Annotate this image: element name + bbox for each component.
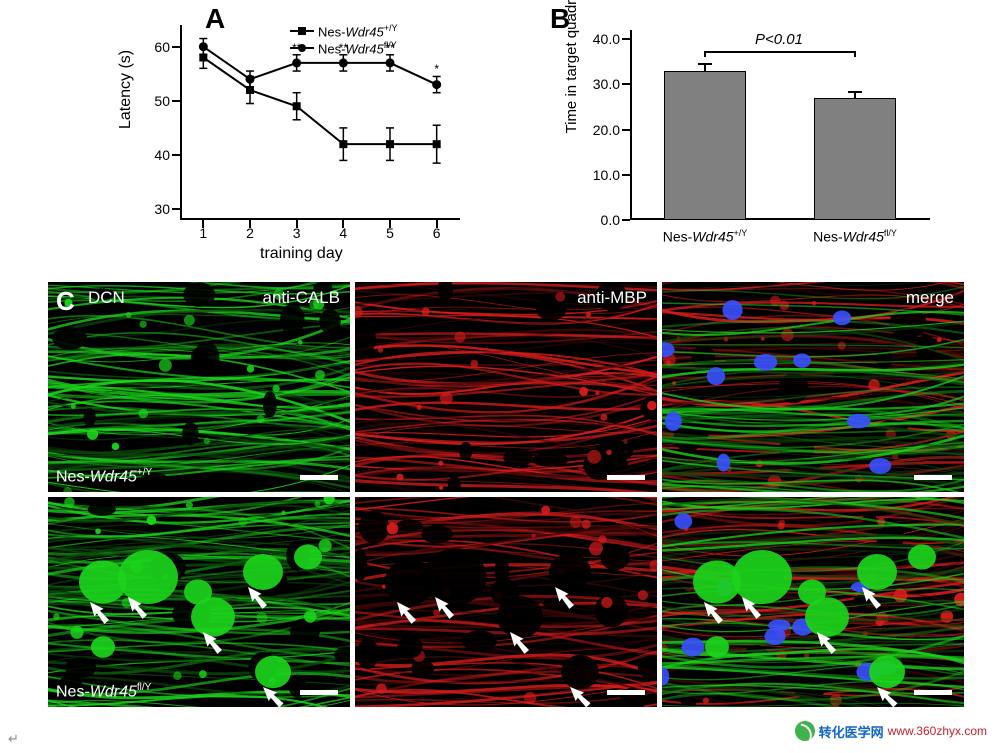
scale-bar [914, 690, 952, 695]
watermark: 转化医学网 www.360zhyx.com [795, 721, 987, 741]
micrograph-grid: C DCN anti-CALB Nes-Wdr45+/Y anti-MBP merge Ne… [48, 282, 964, 707]
y-tick-label: 60 [154, 39, 170, 55]
micrograph [355, 497, 657, 707]
stain-label: merge [906, 288, 954, 308]
panel-a-y-axis-title: Latency (s) [117, 50, 135, 129]
p-value-label: P<0.01 [755, 31, 803, 48]
genotype-label: Nes-Wdr45+/Y [56, 467, 152, 486]
x-tick-label: 2 [246, 225, 254, 241]
micrograph: Nes-Wdr45fl/Y [48, 497, 350, 707]
return-char: ↵ [8, 731, 19, 747]
panel-c: C DCN anti-CALB Nes-Wdr45+/Y anti-MBP merge Ne… [48, 282, 964, 707]
y-tick-label: 20.0 [593, 122, 620, 138]
panel-a-legend: Nes-Wdr45+/Y Nes-Wdr45fl/Y [290, 23, 398, 58]
x-tick-label: 6 [433, 225, 441, 241]
panel-b-chart: 0.010.020.030.040.0Nes-Wdr45+/YNes-Wdr45… [630, 30, 930, 220]
figure-container: A Latency (s) training day 3040506012345… [0, 0, 1005, 753]
y-tick [622, 219, 630, 221]
bar-label: Nes-Wdr45fl/Y [813, 228, 897, 245]
y-tick [172, 208, 180, 210]
scale-bar [300, 690, 338, 695]
bar-label: Nes-Wdr45+/Y [663, 228, 748, 245]
legend-text-1: Nes-Wdr45+/Y [318, 23, 398, 39]
y-tick-label: 40.0 [593, 31, 620, 47]
legend-item: Nes-Wdr45fl/Y [290, 40, 398, 56]
panel-b: B Time in target quadrant (%) 0.010.020.… [545, 5, 955, 260]
scale-bar [914, 475, 952, 480]
error-cap [848, 91, 862, 93]
x-tick-label: 1 [199, 225, 207, 241]
micrograph: anti-MBP [355, 282, 657, 492]
scale-bar [607, 475, 645, 480]
panel-a: A Latency (s) training day 3040506012345… [110, 5, 490, 260]
micrograph: C DCN anti-CALB Nes-Wdr45+/Y [48, 282, 350, 492]
x-tick-label: 3 [293, 225, 301, 241]
watermark-url: www.360zhyx.com [888, 724, 987, 738]
y-tick [622, 129, 630, 131]
significance-tick [704, 51, 706, 57]
y-tick-label: 30 [154, 201, 170, 217]
legend-item: Nes-Wdr45+/Y [290, 23, 398, 39]
bar [814, 98, 897, 220]
significance-mark: * [434, 62, 439, 76]
legend-text-2: Nes-Wdr45fl/Y [318, 40, 397, 56]
y-tick [172, 100, 180, 102]
bar [664, 71, 747, 220]
y-tick [172, 154, 180, 156]
panel-a-x-axis-title: training day [260, 245, 343, 263]
tissue-label: DCN [88, 288, 125, 308]
y-tick [622, 38, 630, 40]
y-tick-label: 0.0 [601, 212, 620, 228]
stain-label: anti-MBP [577, 288, 647, 308]
micrograph [662, 497, 964, 707]
y-tick-label: 10.0 [593, 167, 620, 183]
y-tick-label: 50 [154, 93, 170, 109]
y-tick [172, 46, 180, 48]
x-tick-label: 4 [339, 225, 347, 241]
x-tick-label: 5 [386, 225, 394, 241]
scale-bar [300, 475, 338, 480]
circle-marker-icon [290, 42, 314, 54]
y-tick-label: 30.0 [593, 76, 620, 92]
panel-b-y-axis-title: Time in target quadrant (%) [563, 0, 580, 134]
y-tick [622, 83, 630, 85]
scale-bar [607, 690, 645, 695]
watermark-cn: 转化医学网 [819, 722, 884, 741]
panel-c-label: C [56, 286, 75, 317]
y-tick [622, 174, 630, 176]
significance-tick [854, 51, 856, 57]
micrograph: merge [662, 282, 964, 492]
stain-label: anti-CALB [263, 288, 340, 308]
error-cap [698, 63, 712, 65]
significance-line [705, 51, 855, 53]
genotype-label: Nes-Wdr45fl/Y [56, 682, 151, 701]
square-marker-icon [290, 25, 314, 37]
y-tick-label: 40 [154, 147, 170, 163]
watermark-logo-icon [795, 721, 815, 741]
